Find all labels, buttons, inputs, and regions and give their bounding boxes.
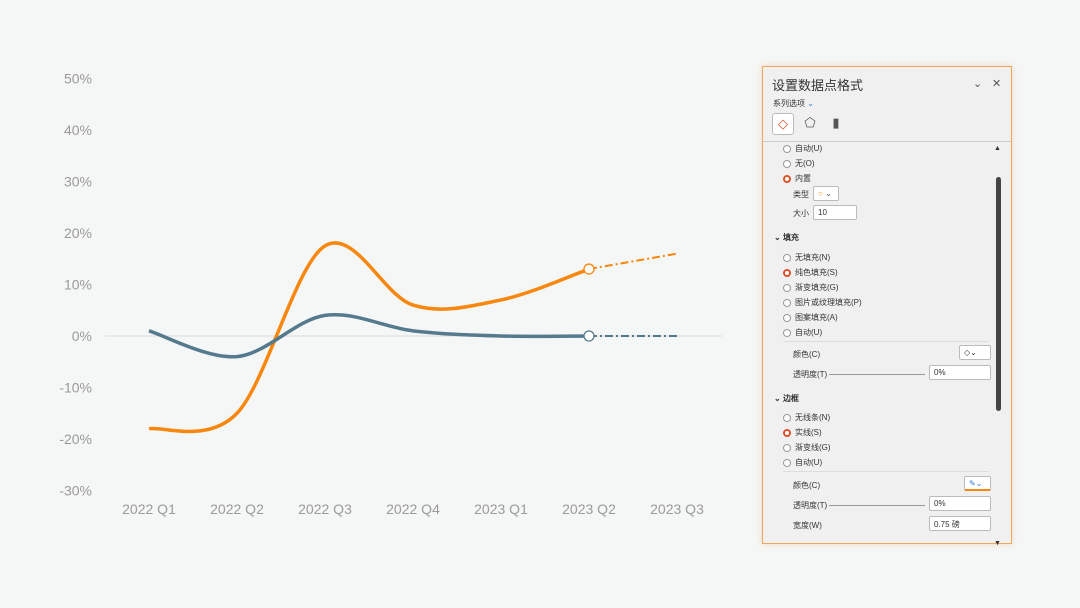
label: 透明度(T) — [793, 370, 828, 379]
label: 无线条(N) — [795, 413, 831, 422]
label: 自动(U) — [795, 458, 823, 467]
x-tick-label: 2023 Q1 — [474, 501, 528, 517]
fill-section-header[interactable]: ⌄ 填充 — [774, 233, 799, 242]
radio-option[interactable]: 无填充(N) — [783, 252, 830, 263]
label: 透明度(T) — [793, 501, 828, 510]
border-color-picker[interactable]: ✎⌄ — [964, 476, 991, 491]
y-tick-label: -20% — [59, 431, 92, 447]
label: 自动(U) — [795, 328, 823, 337]
x-tick-label: 2022 Q1 — [122, 501, 176, 517]
radio-option[interactable]: 内置 — [783, 173, 811, 184]
radio-option[interactable]: 渐变线(G) — [783, 442, 831, 453]
label: 图片或纹理填充(P) — [795, 298, 862, 307]
radio-option[interactable]: 自动(U) — [783, 457, 822, 468]
fill-transparency-input[interactable]: 0% — [929, 365, 991, 380]
fill-transparency-slider[interactable] — [829, 374, 925, 375]
label: 颜色(C) — [793, 481, 821, 490]
label: 内置 — [795, 174, 811, 183]
y-tick-label: 50% — [64, 71, 92, 87]
label — [783, 328, 791, 337]
label: 渐变线(G) — [795, 443, 831, 452]
label: 类型 — [793, 190, 809, 199]
series-line — [148, 312, 590, 359]
y-tick-label: 40% — [64, 122, 92, 138]
x-tick-label: 2023 Q2 — [562, 501, 616, 517]
x-tick-label: 2022 Q2 — [210, 501, 264, 517]
label: 大小 — [793, 209, 809, 218]
radio-option[interactable]: 自动(U) — [783, 143, 822, 154]
label — [783, 253, 791, 262]
label: 颜色(C) — [793, 350, 821, 359]
border-transparency-input[interactable]: 0% — [929, 496, 991, 511]
radio-option[interactable]: 自动(U) — [783, 327, 822, 338]
y-tick-label: -30% — [59, 483, 92, 499]
forecast-line — [588, 252, 678, 271]
label: 实线(S) — [795, 428, 822, 437]
effects-icon[interactable]: ⬠ — [804, 115, 816, 130]
label: 边框 — [782, 394, 799, 403]
x-tick-label: 2023 Q3 — [650, 501, 704, 517]
y-tick-label: 0% — [72, 328, 92, 344]
label: 图案填充(A) — [795, 313, 838, 322]
label — [783, 268, 791, 277]
marker-size-input[interactable]: 10 — [813, 205, 857, 220]
line-chart: -30% -20% -10% 0% 10% 20% 30% 40% 50% 2022 Q1 2022… — [59, 71, 722, 517]
data-point-marker[interactable] — [583, 330, 595, 342]
pane-title: 设置数据点格式 — [772, 78, 864, 93]
radio-option[interactable]: 纯色填充(S) — [783, 267, 838, 278]
scrollbar[interactable]: ▲ ▼ — [994, 145, 1001, 547]
series-line — [148, 241, 590, 434]
series-options-dropdown[interactable]: 系列选项 ⌄ — [773, 99, 814, 108]
marker-type-select[interactable]: ○ ⌄ — [813, 186, 839, 201]
series-options-icon[interactable]: ▮ — [832, 115, 840, 130]
close-icon[interactable]: ✕ — [992, 78, 1002, 90]
x-tick-label: 2022 Q3 — [298, 501, 352, 517]
label: 填充 — [782, 233, 799, 242]
label — [783, 458, 791, 467]
radio-option[interactable]: 无线条(N) — [783, 412, 830, 423]
border-width-input[interactable]: 0.75 磅 — [929, 516, 991, 531]
label — [783, 313, 791, 322]
label: 无(O) — [795, 159, 815, 168]
y-tick-label: 20% — [64, 225, 92, 241]
label — [783, 298, 791, 307]
collapse-icon[interactable]: ⌄ — [973, 78, 983, 90]
format-data-point-pane: 设置数据点格式 ⌄ ✕ 系列选项 ⌄ ◇ ⬠ ▮ ▲ ▼ 自动(U) 无(O) 内置类… — [762, 66, 1012, 547]
label — [783, 413, 791, 422]
radio-option[interactable]: 渐变填充(G) — [783, 282, 839, 293]
data-point-marker[interactable] — [583, 263, 595, 275]
radio-option[interactable]: 图案填充(A) — [783, 312, 838, 323]
label — [783, 144, 791, 153]
label — [783, 174, 791, 183]
y-tick-label: -10% — [59, 380, 92, 396]
border-transparency-slider[interactable] — [829, 505, 925, 506]
label — [783, 443, 791, 452]
y-tick-label: 30% — [64, 174, 92, 190]
radio-option[interactable]: 无(O) — [783, 158, 815, 169]
x-tick-label: 2022 Q4 — [386, 501, 440, 517]
label — [783, 159, 791, 168]
radio-option[interactable]: 实线(S) — [783, 427, 822, 438]
label: 无填充(N) — [795, 253, 831, 262]
y-tick-label: 10% — [64, 277, 92, 293]
radio-option[interactable]: 图片或纹理填充(P) — [783, 297, 862, 308]
label: 宽度(W) — [793, 521, 822, 530]
label: 自动(U) — [795, 144, 823, 153]
label: 纯色填充(S) — [795, 268, 838, 277]
label — [783, 428, 791, 437]
fill-line-icon[interactable]: ◇ — [772, 113, 794, 135]
label — [783, 283, 791, 292]
border-section-header[interactable]: ⌄ 边框 — [774, 394, 799, 403]
label: 渐变填充(G) — [795, 283, 839, 292]
fill-color-picker[interactable]: ◇⌄ — [959, 345, 991, 360]
